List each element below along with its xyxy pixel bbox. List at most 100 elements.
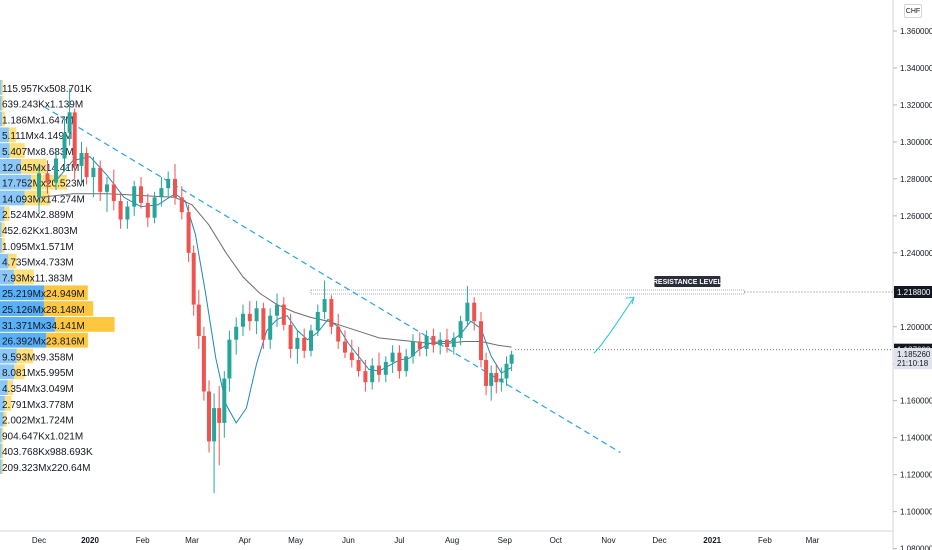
resistance-label-text: RESISTANCE LEVEL xyxy=(653,279,723,286)
time-tick-label: Mar xyxy=(806,536,820,545)
candle-body xyxy=(510,354,514,363)
candle-body xyxy=(180,197,184,212)
time-tick-label: Dec xyxy=(652,536,666,545)
candle-body xyxy=(153,197,157,217)
time-tick-label: Sep xyxy=(498,536,513,545)
candle-body xyxy=(404,356,408,371)
candle-body xyxy=(289,325,293,349)
time-axis[interactable]: Dec 2020 Feb Mar Apr May Jun Jul Aug Sep Oct Nov Dec… xyxy=(32,536,820,545)
price-tick-label: 1.200000 xyxy=(900,323,932,332)
candle-body xyxy=(438,340,442,346)
candle-body xyxy=(234,327,238,340)
candle-body xyxy=(275,305,279,316)
price-tick-label: 1.120000 xyxy=(900,471,932,480)
candle-body xyxy=(54,159,58,183)
price-tick-label: 1.100000 xyxy=(900,508,932,517)
candle-body xyxy=(85,153,89,177)
candle-body xyxy=(132,186,136,206)
price-tick-label: 1.340000 xyxy=(900,64,932,73)
candle-body xyxy=(146,203,150,218)
price-tick-label: 1.080000 xyxy=(900,545,932,550)
candle-body xyxy=(202,336,206,391)
candle-body xyxy=(98,168,102,192)
candle-body xyxy=(207,391,211,441)
candle-body xyxy=(384,362,388,375)
volume-profile-label: 8.081Mx5.995M xyxy=(2,368,74,379)
volume-profile-label: 452.62Kx1.803M xyxy=(2,226,78,237)
volume-profile-label: 403.768Kx988.693K xyxy=(2,447,93,458)
candle-body xyxy=(370,366,374,383)
candle-body xyxy=(222,379,226,423)
time-tick-label: Nov xyxy=(601,536,615,545)
downtrend-line[interactable] xyxy=(44,107,620,453)
resistance-annotation: RESISTANCE LEVEL xyxy=(653,276,723,287)
time-tick-label: Aug xyxy=(445,536,459,545)
candle-body xyxy=(459,321,463,338)
candle-body xyxy=(391,353,395,362)
time-tick-label: Apr xyxy=(238,536,251,545)
candle-body xyxy=(505,364,509,379)
candle-body xyxy=(187,212,191,253)
price-tick-label: 1.280000 xyxy=(900,175,932,184)
price-tick-label: 1.320000 xyxy=(900,101,932,110)
candle-body xyxy=(80,153,84,166)
candle-body xyxy=(125,207,129,220)
candlesticks xyxy=(37,88,514,493)
price-marker-label: 21:10:18 xyxy=(897,359,929,368)
candle-body xyxy=(494,373,498,382)
candle-body xyxy=(68,112,72,132)
candle-body xyxy=(411,342,415,357)
time-tick-label: Dec xyxy=(32,536,46,545)
candle-body xyxy=(343,342,347,353)
candle-body xyxy=(377,366,381,375)
candle-body xyxy=(37,173,41,197)
volume-profile-label: 904.647Kx1.021M xyxy=(2,431,83,442)
candle-body xyxy=(227,340,231,379)
volume-profile-label: 639.243Kx1.139M xyxy=(2,100,83,111)
price-tick-label: 1.140000 xyxy=(900,434,932,443)
candle-body xyxy=(166,179,170,188)
candle-body xyxy=(261,308,265,339)
time-tick-label: Jul xyxy=(394,536,404,545)
candle-body xyxy=(484,360,488,386)
candle-body xyxy=(197,305,201,336)
volume-profile-label: 2.791Mx3.778M xyxy=(2,400,74,411)
candle-body xyxy=(472,303,476,321)
candle-body xyxy=(323,299,327,312)
candle-body xyxy=(282,305,286,325)
time-tick-label: Feb xyxy=(758,536,772,545)
candle-body xyxy=(452,338,456,347)
candle-body xyxy=(465,303,469,321)
volume-profile-label: 4.735Mx4.733M xyxy=(2,258,74,269)
candle-body xyxy=(489,373,493,386)
candle-body xyxy=(363,371,367,382)
volume-profile-label: 2.524Mx2.889M xyxy=(2,210,74,221)
candle-body xyxy=(336,327,340,342)
time-tick-label: 2021 xyxy=(703,536,721,545)
currency-button[interactable]: CHF xyxy=(904,4,922,18)
volume-profile-label: 31.371Mx34.141M xyxy=(2,321,85,332)
candle-body xyxy=(350,353,354,360)
price-tick-label: 1.160000 xyxy=(900,397,932,406)
time-tick-label: Feb xyxy=(136,536,150,545)
candle-body xyxy=(46,173,50,182)
volume-profile-label: 5.111Mx4.149M xyxy=(2,131,72,142)
candle-body xyxy=(119,201,123,219)
volume-profile-label: 25.126Mx28.148M xyxy=(2,305,85,316)
price-tick-label: 1.300000 xyxy=(900,138,932,147)
volume-profile-label: 4.354Mx3.049M xyxy=(2,384,74,395)
candle-body xyxy=(63,133,67,159)
volume-profile-label: 7.93Mx11.383M xyxy=(2,273,73,284)
price-tick-label: 1.360000 xyxy=(900,27,932,36)
volume-profile-label: 2.002Mx1.724M xyxy=(2,416,74,427)
volume-profile-label: 1.186Mx1.647M xyxy=(2,115,74,126)
candle-body xyxy=(73,112,77,166)
candle-body xyxy=(309,330,313,350)
price-tick-label: 1.260000 xyxy=(900,212,932,221)
projection-path xyxy=(594,297,634,353)
projection-arrow[interactable] xyxy=(594,297,634,353)
volume-profile-label: 12.045Mx14.41M xyxy=(2,163,79,174)
candle-body xyxy=(499,379,503,383)
candle-body xyxy=(112,184,116,201)
